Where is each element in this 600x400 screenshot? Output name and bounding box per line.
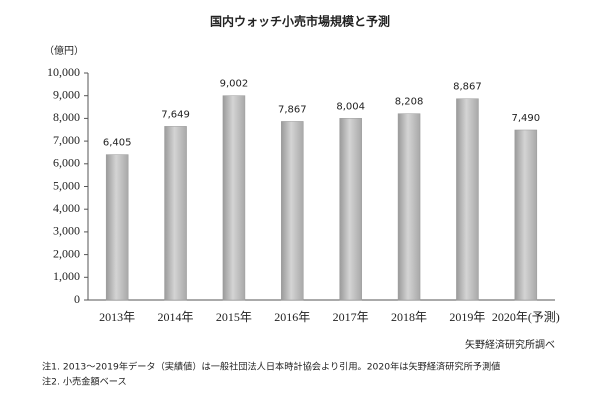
y-axis-label: （億円） (44, 44, 84, 57)
y-tick-label: 2,000 (53, 246, 80, 260)
value-label: 8,004 (336, 101, 365, 112)
y-tick-label: 5,000 (53, 178, 80, 192)
value-label: 7,490 (511, 113, 540, 124)
value-label: 8,867 (453, 82, 482, 93)
bar (397, 113, 421, 301)
y-tick-label: 3,000 (53, 224, 80, 238)
value-label: 8,208 (395, 97, 424, 108)
y-tick-label: 6,000 (53, 156, 80, 170)
x-tick-label: 2017年 (333, 310, 369, 324)
note: 注2. 小売金額ベース (42, 376, 127, 388)
bar (281, 121, 304, 301)
bar (222, 95, 246, 301)
y-tick-label: 10,000 (47, 65, 80, 79)
y-tick-label: 9,000 (53, 87, 80, 101)
x-tick-label: 2013年 (99, 310, 135, 324)
x-tick-label: 2018年 (391, 310, 427, 324)
value-label: 6,405 (103, 138, 132, 149)
bar (339, 118, 362, 301)
bar (105, 154, 129, 301)
bar (456, 98, 479, 301)
x-tick-label: 2014年 (158, 310, 194, 324)
x-tick-label: 2019年 (449, 310, 485, 324)
bar (514, 129, 538, 301)
value-label: 7,867 (278, 104, 307, 115)
y-tick-label: 0 (74, 292, 80, 306)
x-tick-label: 2016年 (274, 310, 310, 324)
chart-title: 国内ウォッチ小売市場規模と予測 (210, 14, 390, 29)
y-tick-label: 1,000 (53, 269, 80, 283)
note: 注1. 2013～2019年データ（実績値）は一般社団法人日本時計協会より引用。… (42, 361, 500, 373)
value-label: 9,002 (220, 79, 249, 90)
y-tick-label: 7,000 (53, 133, 80, 147)
y-tick-label: 8,000 (53, 110, 80, 124)
source: 矢野経済研究所調べ (465, 338, 555, 351)
value-label: 7,649 (161, 109, 190, 120)
x-tick-label: 2020年(予測) (492, 310, 560, 324)
x-tick-label: 2015年 (216, 310, 252, 324)
y-tick-label: 4,000 (53, 201, 80, 215)
bar (164, 126, 187, 301)
